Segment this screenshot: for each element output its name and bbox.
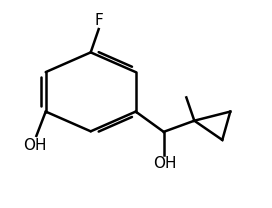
Text: OH: OH <box>23 137 47 152</box>
Text: OH: OH <box>153 156 177 171</box>
Text: F: F <box>94 13 103 28</box>
